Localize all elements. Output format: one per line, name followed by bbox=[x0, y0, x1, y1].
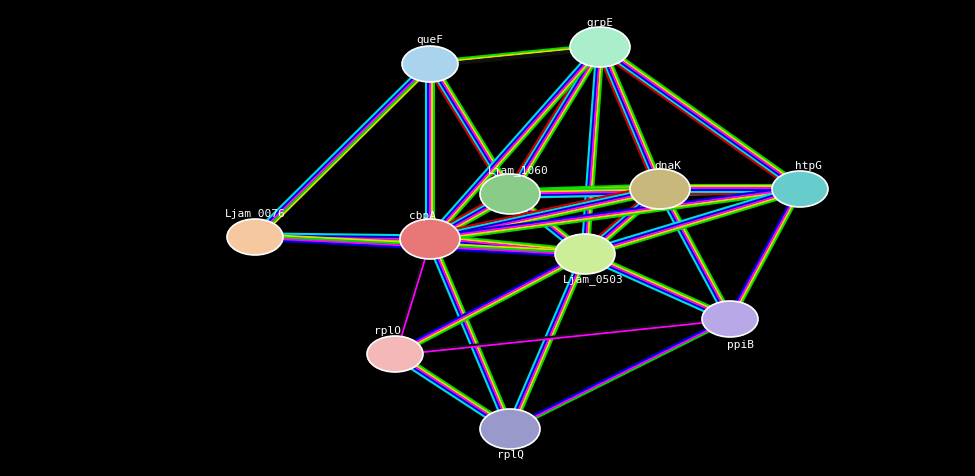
Ellipse shape bbox=[402, 47, 458, 83]
Text: htpG: htpG bbox=[795, 161, 822, 170]
Text: rplQ: rplQ bbox=[496, 449, 524, 459]
Ellipse shape bbox=[702, 301, 758, 337]
Text: grpE: grpE bbox=[587, 18, 613, 28]
Text: Ljam_0503: Ljam_0503 bbox=[563, 274, 623, 285]
Ellipse shape bbox=[400, 219, 460, 259]
Text: Ljam_0076: Ljam_0076 bbox=[224, 208, 286, 219]
Ellipse shape bbox=[555, 235, 615, 275]
Text: queF: queF bbox=[416, 35, 444, 45]
Ellipse shape bbox=[480, 409, 540, 449]
Text: ppiB: ppiB bbox=[726, 339, 754, 349]
Text: Ljam_1060: Ljam_1060 bbox=[488, 165, 548, 176]
Text: rplO: rplO bbox=[373, 325, 401, 335]
Text: dnaK: dnaK bbox=[654, 161, 682, 170]
Ellipse shape bbox=[227, 219, 283, 256]
Ellipse shape bbox=[367, 336, 423, 372]
Ellipse shape bbox=[570, 28, 630, 68]
Ellipse shape bbox=[772, 172, 828, 208]
Ellipse shape bbox=[480, 175, 540, 215]
Text: cbpA: cbpA bbox=[409, 210, 436, 220]
Ellipse shape bbox=[630, 169, 690, 209]
